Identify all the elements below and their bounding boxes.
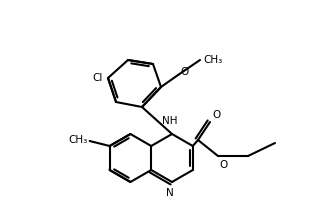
Text: Cl: Cl <box>93 73 103 83</box>
Text: O: O <box>212 110 220 120</box>
Text: O: O <box>180 67 188 77</box>
Text: O: O <box>219 160 227 170</box>
Text: N: N <box>166 188 174 198</box>
Text: NH: NH <box>162 116 178 126</box>
Text: CH₃: CH₃ <box>203 55 222 65</box>
Text: CH₃: CH₃ <box>68 135 88 145</box>
